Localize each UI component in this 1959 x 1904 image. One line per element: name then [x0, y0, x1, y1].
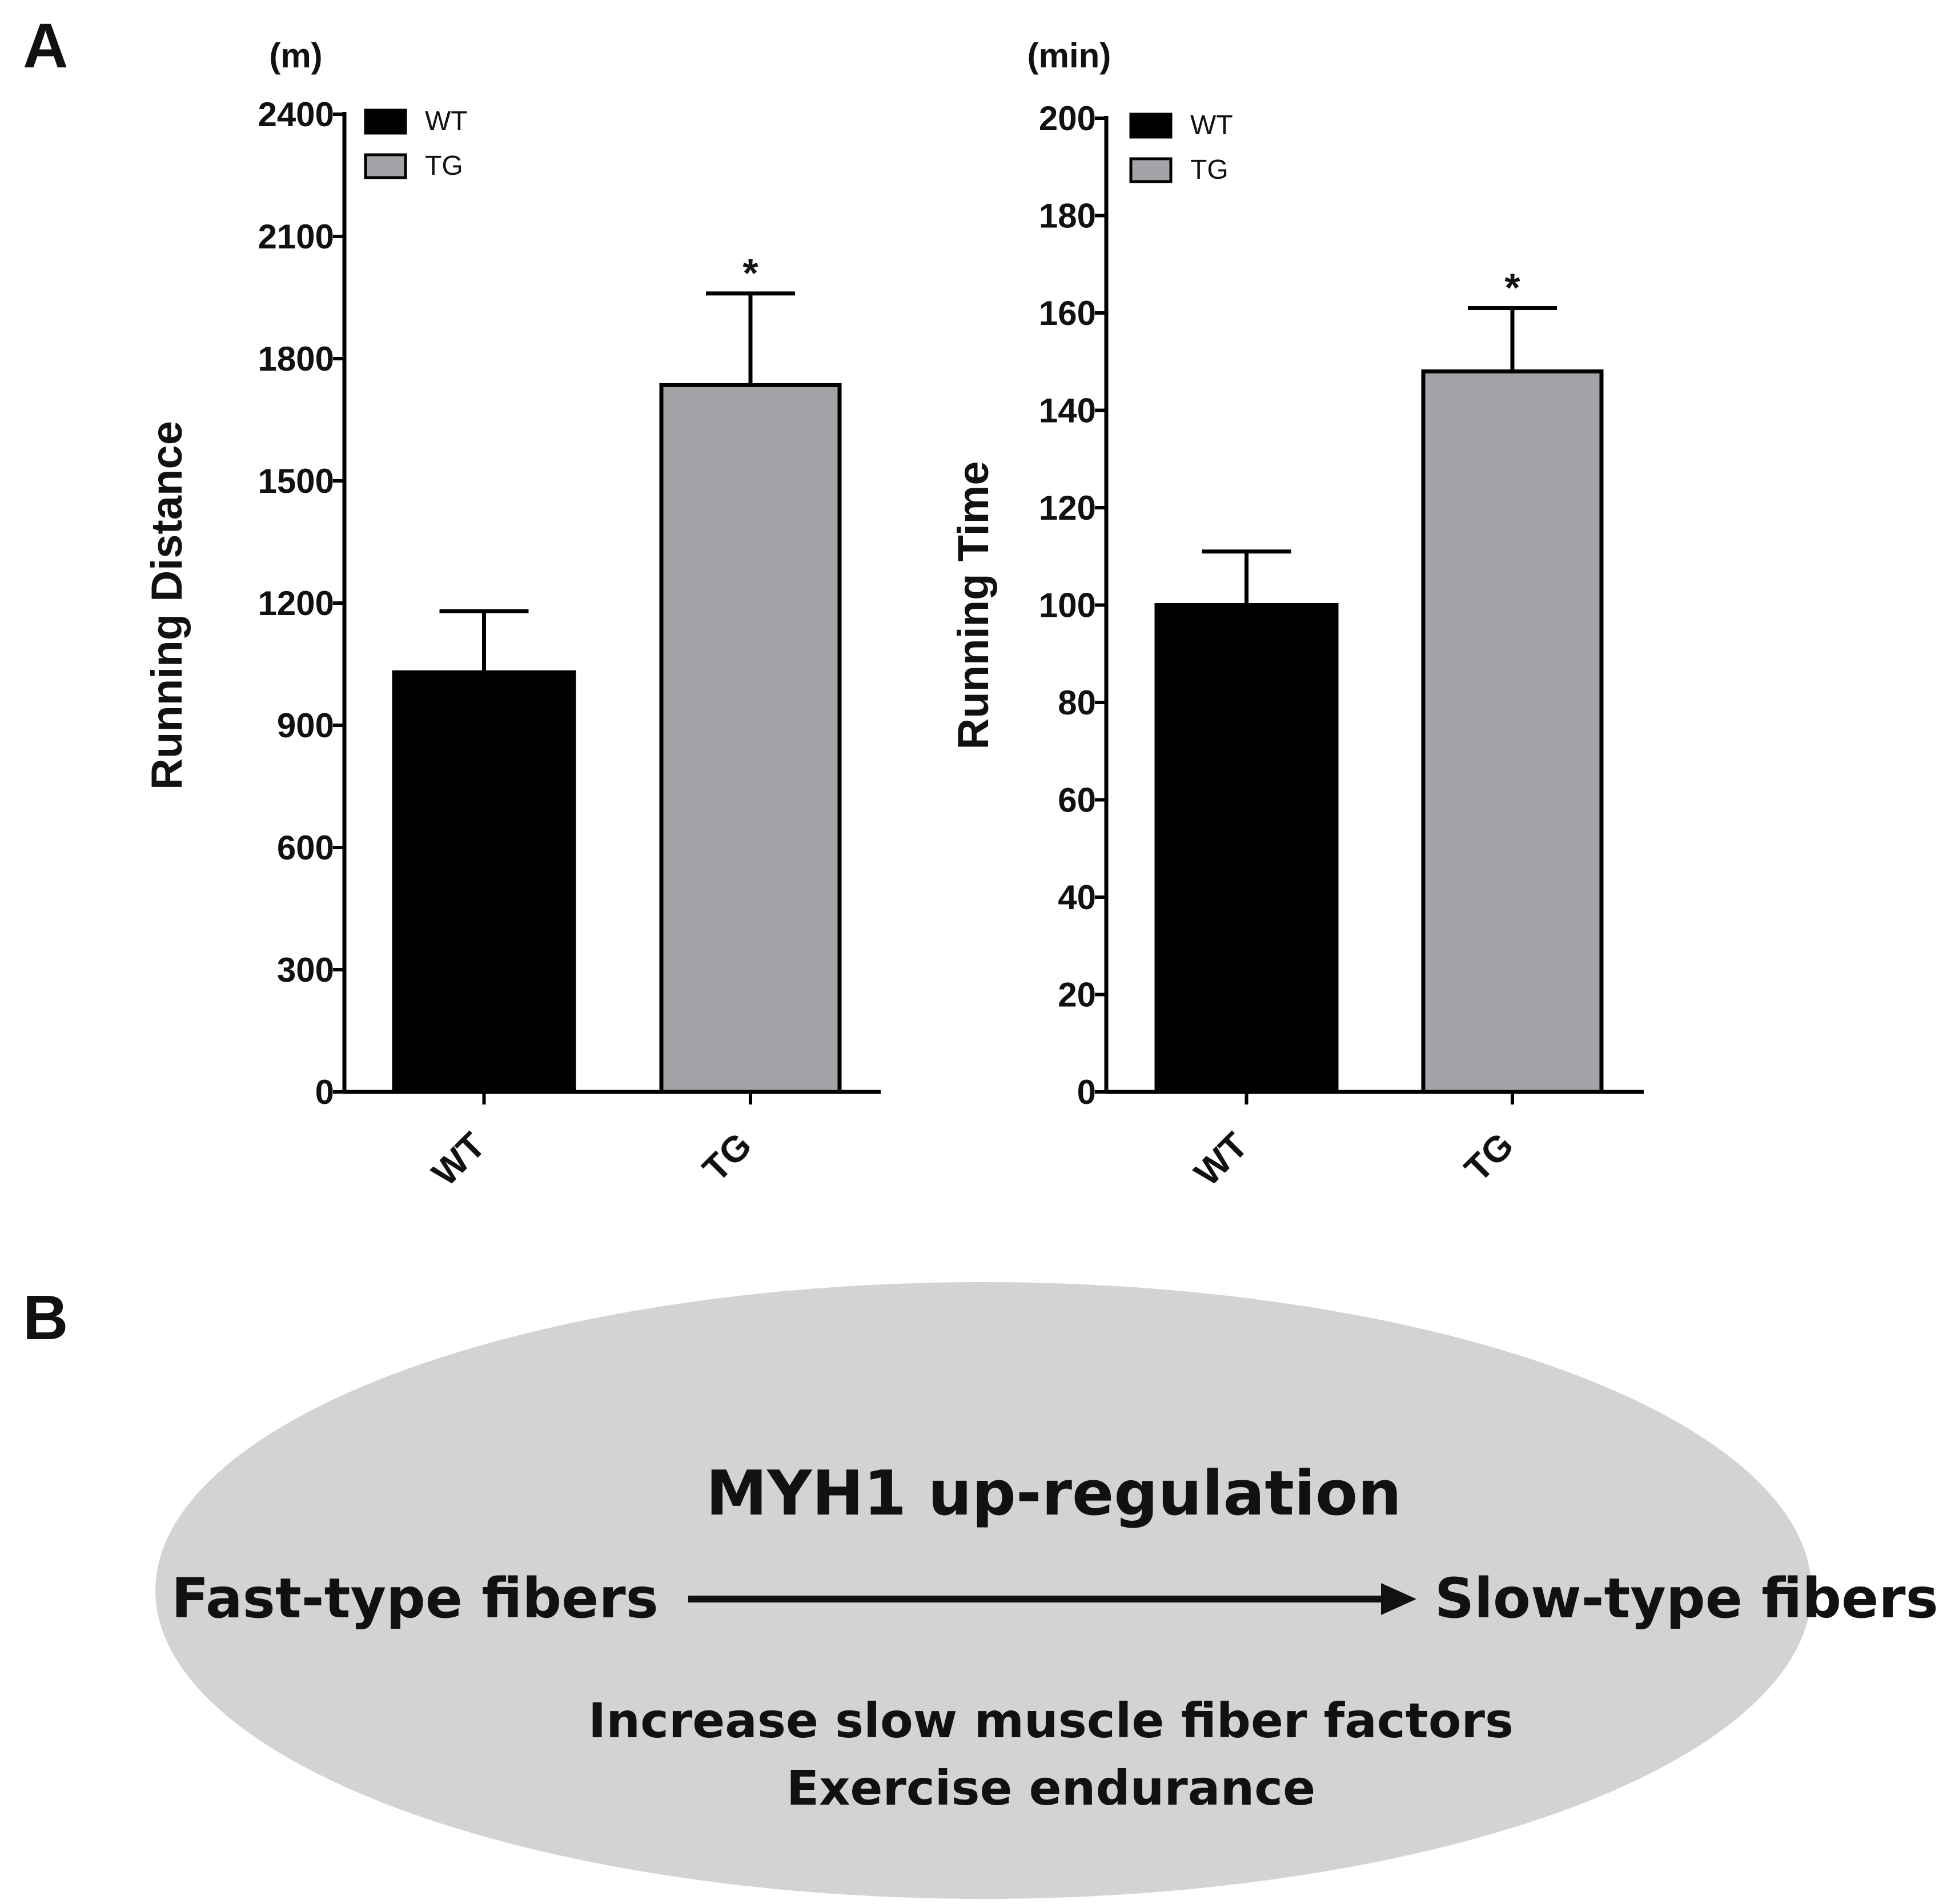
y-tick-label: 1500 [258, 462, 334, 500]
y-tick-label: 60 [1058, 781, 1096, 820]
background-ellipse [155, 1282, 1812, 1899]
bar-wt [1154, 603, 1339, 1094]
y-tick-label: 2100 [258, 218, 334, 256]
panel-a-label: A [23, 11, 68, 81]
y-tick-label: 80 [1058, 684, 1096, 722]
y-tick-label: 100 [1039, 587, 1096, 625]
y-tick-label: 600 [277, 829, 334, 867]
significance-marker: * [1504, 265, 1520, 310]
bar-tg [659, 383, 842, 1094]
y-tick-label: 1200 [258, 584, 334, 622]
y-tick-label: 200 [1039, 99, 1096, 138]
y-tick-label: 2400 [258, 95, 334, 134]
legend-label-tg: TG [425, 151, 463, 181]
running-distance-chart: (m) Running Distance WT * TG 0 300 600 900 1200 15… [143, 37, 881, 1194]
effect-line-1: Increase slow muscle fiber factors [588, 1693, 1514, 1749]
y-tick-label: 120 [1039, 489, 1096, 527]
legend-label-wt: WT [425, 106, 468, 136]
legend-swatch-tg [1129, 157, 1173, 183]
y-tick-label: 160 [1039, 294, 1096, 332]
panel-b-label: B [23, 1283, 68, 1353]
conversion-arrow-head [1381, 1583, 1416, 1615]
x-tick-label-tg: TG [695, 1124, 760, 1190]
bar-wt [392, 670, 576, 1094]
y-axis-title: Running Time [949, 461, 998, 749]
y-tick-label: 180 [1039, 197, 1096, 235]
x-tick-label-tg: TG [1456, 1124, 1522, 1190]
legend-swatch-tg [364, 153, 407, 179]
unit-label: (min) [1027, 37, 1111, 75]
fast-type-label: Fast-type fibers [171, 1566, 659, 1630]
y-tick-label: 1800 [258, 340, 334, 378]
running-time-chart: (min) Running Time WT * TG 0 20 40 60 80 100 120 140… [949, 37, 1644, 1194]
bar-tg [1421, 369, 1604, 1094]
y-tick-label: 0 [315, 1073, 334, 1111]
fiber-conversion-diagram: MYH1 up-regulation Fast-type fibers Slow… [155, 1282, 1938, 1899]
y-tick-label: 900 [277, 706, 334, 745]
x-tick-label-wt: WT [1186, 1124, 1255, 1194]
y-axis-title: Running Distance [143, 421, 191, 790]
legend-swatch-wt [1129, 113, 1173, 139]
y-tick-label: 20 [1058, 976, 1096, 1014]
y-tick-label: 40 [1058, 878, 1096, 917]
legend-label-tg: TG [1190, 155, 1229, 185]
x-tick-label-wt: WT [424, 1124, 493, 1194]
diagram-title: MYH1 up-regulation [706, 1458, 1402, 1529]
unit-label: (m) [269, 37, 322, 75]
slow-type-label: Slow-type fibers [1435, 1566, 1938, 1630]
y-tick-label: 0 [1077, 1073, 1096, 1111]
y-tick-label: 140 [1039, 392, 1096, 430]
legend-label-wt: WT [1190, 110, 1233, 140]
effect-line-2: Exercise endurance [786, 1760, 1315, 1816]
significance-marker: * [742, 251, 758, 295]
legend-swatch-wt [364, 109, 407, 135]
y-tick-label: 300 [277, 951, 334, 989]
